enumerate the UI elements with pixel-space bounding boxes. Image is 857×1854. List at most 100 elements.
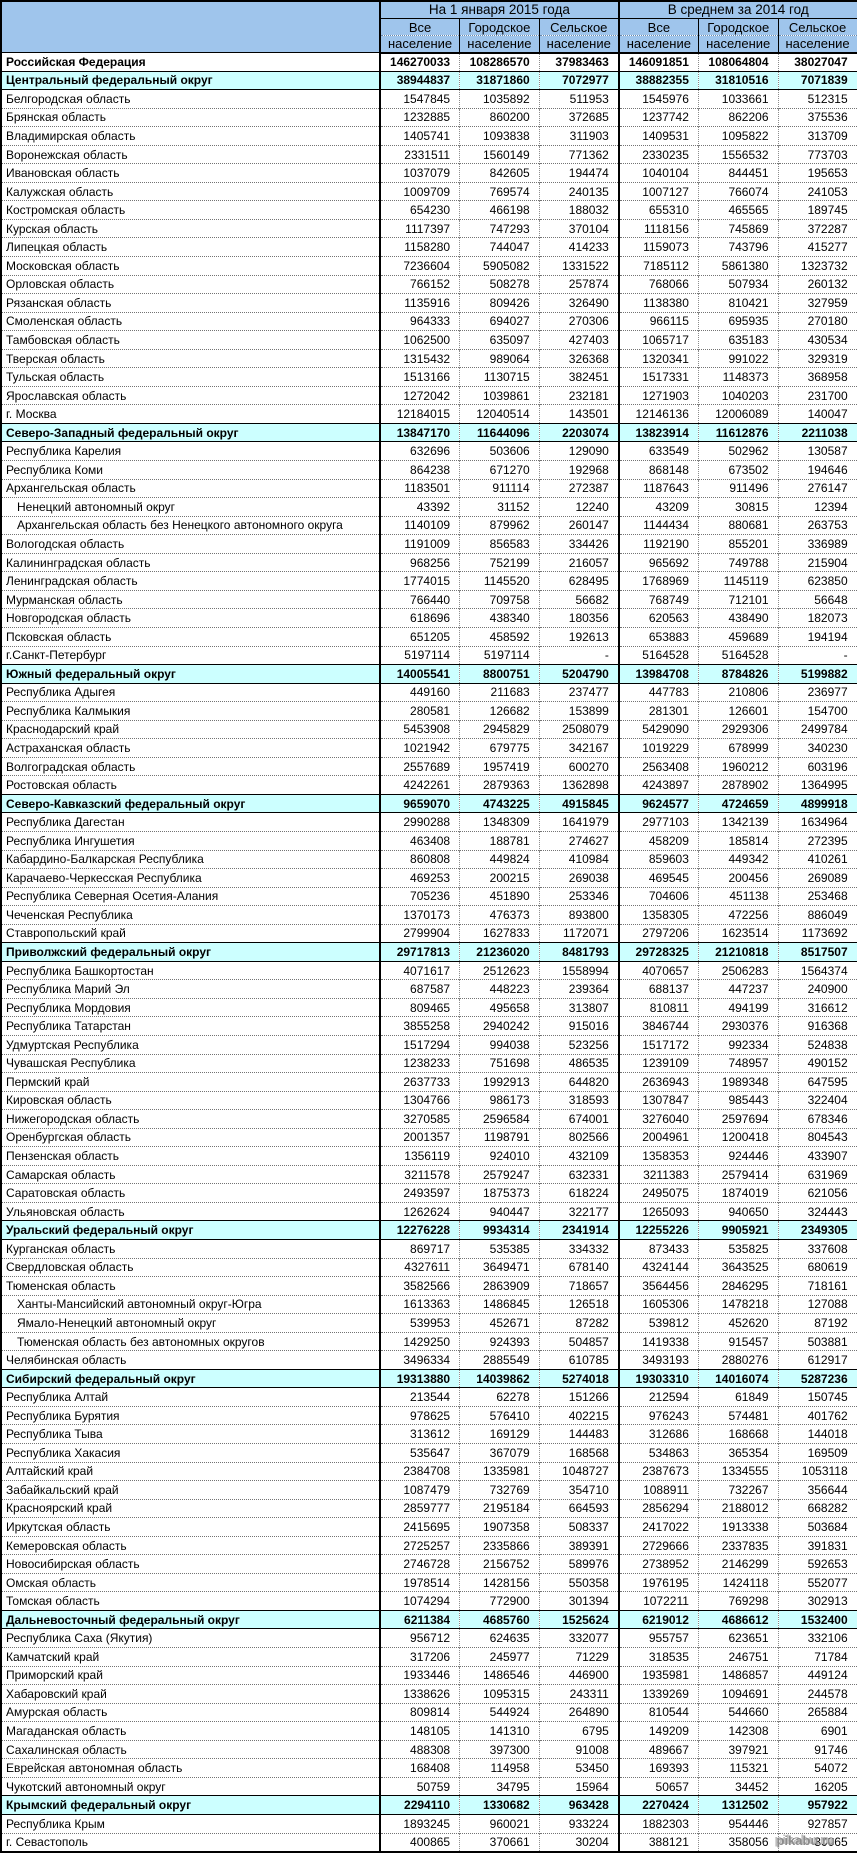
population-value-cell: 618224 xyxy=(538,1183,619,1203)
table-row: Ульяновская область 1262624 940447 322177 12… xyxy=(1,1201,857,1221)
population-value-cell: 1130715 xyxy=(459,367,540,387)
population-value-cell: 272395 xyxy=(777,830,857,851)
population-value-cell: 1095315 xyxy=(459,1684,540,1704)
population-value-cell: 356644 xyxy=(777,1480,857,1500)
population-value-cell: 954446 xyxy=(697,1813,778,1833)
table-row: г. Севастополь 400865 370661 30204 388121 358… xyxy=(1,1832,857,1852)
population-value-cell: 744047 xyxy=(459,237,540,257)
population-value-cell: 29728325 xyxy=(617,942,699,962)
population-value-cell: 1312502 xyxy=(697,1795,778,1815)
column-header-line1: Городское xyxy=(459,18,540,36)
population-value-cell: 243311 xyxy=(538,1684,619,1704)
population-value-cell: 957922 xyxy=(777,1795,857,1815)
population-value-cell: 200215 xyxy=(459,868,540,888)
subheader-bottom-row: население население население население насе… xyxy=(1,35,857,54)
region-name-cell: Чукотский автономный округ xyxy=(1,1776,381,1796)
population-value-cell: 50759 xyxy=(380,1776,460,1796)
population-value-cell: 19303310 xyxy=(617,1368,699,1389)
population-value-cell: 2977103 xyxy=(617,812,699,832)
population-value-cell: 452671 xyxy=(459,1313,540,1333)
population-value-cell: 465565 xyxy=(697,200,778,220)
population-value-cell: 494199 xyxy=(697,997,778,1017)
table-row: Республика Карелия 632696 503606 129090 6335… xyxy=(1,441,857,461)
table-row: Кемеровская область 2725257 2335866 389391 2… xyxy=(1,1535,857,1555)
population-value-cell: 388121 xyxy=(617,1832,699,1852)
region-name-cell: Калужская область xyxy=(1,181,381,201)
region-name-cell: Северо-Кавказский федеральный округ xyxy=(1,793,381,814)
population-value-cell: 1135916 xyxy=(380,293,460,313)
population-value-cell: 502962 xyxy=(697,441,778,461)
population-value-cell: 370104 xyxy=(538,218,619,238)
population-value-cell: 313709 xyxy=(777,126,857,146)
table-row: Ярославская область 1272042 1039861 232181 1… xyxy=(1,385,857,405)
table-row: Хабаровский край 1338626 1095315 243311 1339… xyxy=(1,1684,857,1704)
population-value-cell: 1428156 xyxy=(459,1572,540,1592)
population-value-cell: 2557689 xyxy=(380,756,460,776)
population-value-cell: 960021 xyxy=(459,1813,540,1833)
region-name-cell: Курская область xyxy=(1,218,381,238)
population-value-cell: 1556532 xyxy=(697,144,778,164)
table-row: Тульская область 1513166 1130715 382451 1517… xyxy=(1,367,857,387)
population-value-cell: 14005541 xyxy=(380,664,460,684)
population-value-cell: 1053118 xyxy=(777,1461,857,1481)
population-value-cell: 809426 xyxy=(459,293,540,313)
population-value-cell: 12184015 xyxy=(380,404,460,424)
population-value-cell: 397921 xyxy=(697,1739,778,1759)
population-value-cell: 976243 xyxy=(617,1405,699,1425)
population-value-cell: 674001 xyxy=(538,1109,619,1129)
population-value-cell: 2004961 xyxy=(617,1127,699,1147)
population-value-cell: 2195184 xyxy=(459,1498,540,1518)
region-name-cell: Ярославская область xyxy=(1,385,381,405)
population-value-cell: 620563 xyxy=(617,608,699,628)
population-value-cell: 868148 xyxy=(617,460,699,480)
population-value-cell: 4327611 xyxy=(380,1257,460,1277)
population-value-cell: 54072 xyxy=(777,1758,857,1778)
population-value-cell: 810421 xyxy=(697,293,778,313)
population-value-cell: 53450 xyxy=(538,1758,619,1778)
population-value-cell: 12040514 xyxy=(459,404,540,424)
table-row: Красноярский край 2859777 2195184 664593 285… xyxy=(1,1498,857,1518)
population-value-cell: 38027047 xyxy=(777,52,857,72)
population-value-cell: 144483 xyxy=(538,1424,619,1444)
population-value-cell: 16205 xyxy=(777,1776,857,1796)
population-value-cell: 2387673 xyxy=(617,1461,699,1481)
region-name-cell: Республика Коми xyxy=(1,460,381,480)
population-value-cell: 5905082 xyxy=(459,256,540,276)
population-value-cell: 368958 xyxy=(777,367,857,387)
population-value-cell: 318593 xyxy=(538,1090,619,1110)
population-value-cell: 3493193 xyxy=(617,1350,699,1370)
region-name-cell: Орловская область xyxy=(1,274,381,294)
population-value-cell: 5197114 xyxy=(459,645,540,665)
population-value-cell: 678140 xyxy=(538,1257,619,1277)
region-name-cell: Калининградская область xyxy=(1,552,381,572)
region-name-cell: Пермский край xyxy=(1,1072,381,1092)
table-row: Российская Федерация 146270033 108286570 37… xyxy=(1,52,857,72)
region-name-cell: Ленинградская область xyxy=(1,571,381,591)
population-value-cell: 2203074 xyxy=(538,422,619,443)
population-value-cell: 260147 xyxy=(538,515,619,535)
population-value-cell: 1159073 xyxy=(617,237,699,257)
table-row: г.Санкт-Петербург 5197114 5197114-5164528 5… xyxy=(1,645,857,665)
population-value-cell: 1613363 xyxy=(380,1294,460,1314)
table-row: Владимирская область 1405741 1093838 311903… xyxy=(1,126,857,146)
population-value-cell: 312686 xyxy=(617,1424,699,1444)
region-name-cell: г. Севастополь xyxy=(1,1832,381,1852)
population-value-cell: 302913 xyxy=(777,1591,857,1611)
population-value-cell: 856583 xyxy=(459,534,540,554)
population-value-cell: 19313880 xyxy=(380,1368,460,1389)
region-name-cell: Республика Бурятия xyxy=(1,1405,381,1425)
population-value-cell: 1118156 xyxy=(617,218,699,238)
population-value-cell: 458592 xyxy=(459,626,540,646)
population-value-cell: 231700 xyxy=(777,385,857,405)
population-value-cell: 3276040 xyxy=(617,1109,699,1129)
population-value-cell: 623850 xyxy=(777,571,857,591)
population-value-cell: 5861380 xyxy=(697,256,778,276)
region-name-cell: Ямало-Ненецкий автономный округ xyxy=(1,1313,381,1333)
population-value-cell: 313612 xyxy=(380,1424,460,1444)
population-value-cell: 332077 xyxy=(538,1628,619,1648)
table-row: Архангельская область без Ненецкого авто… xyxy=(1,515,857,535)
population-value-cell: 216057 xyxy=(538,552,619,572)
population-value-cell: 168408 xyxy=(380,1758,460,1778)
region-name-cell: Омская область xyxy=(1,1572,381,1592)
table-row: Северо-Западный федеральный округ 1384717… xyxy=(1,422,857,443)
